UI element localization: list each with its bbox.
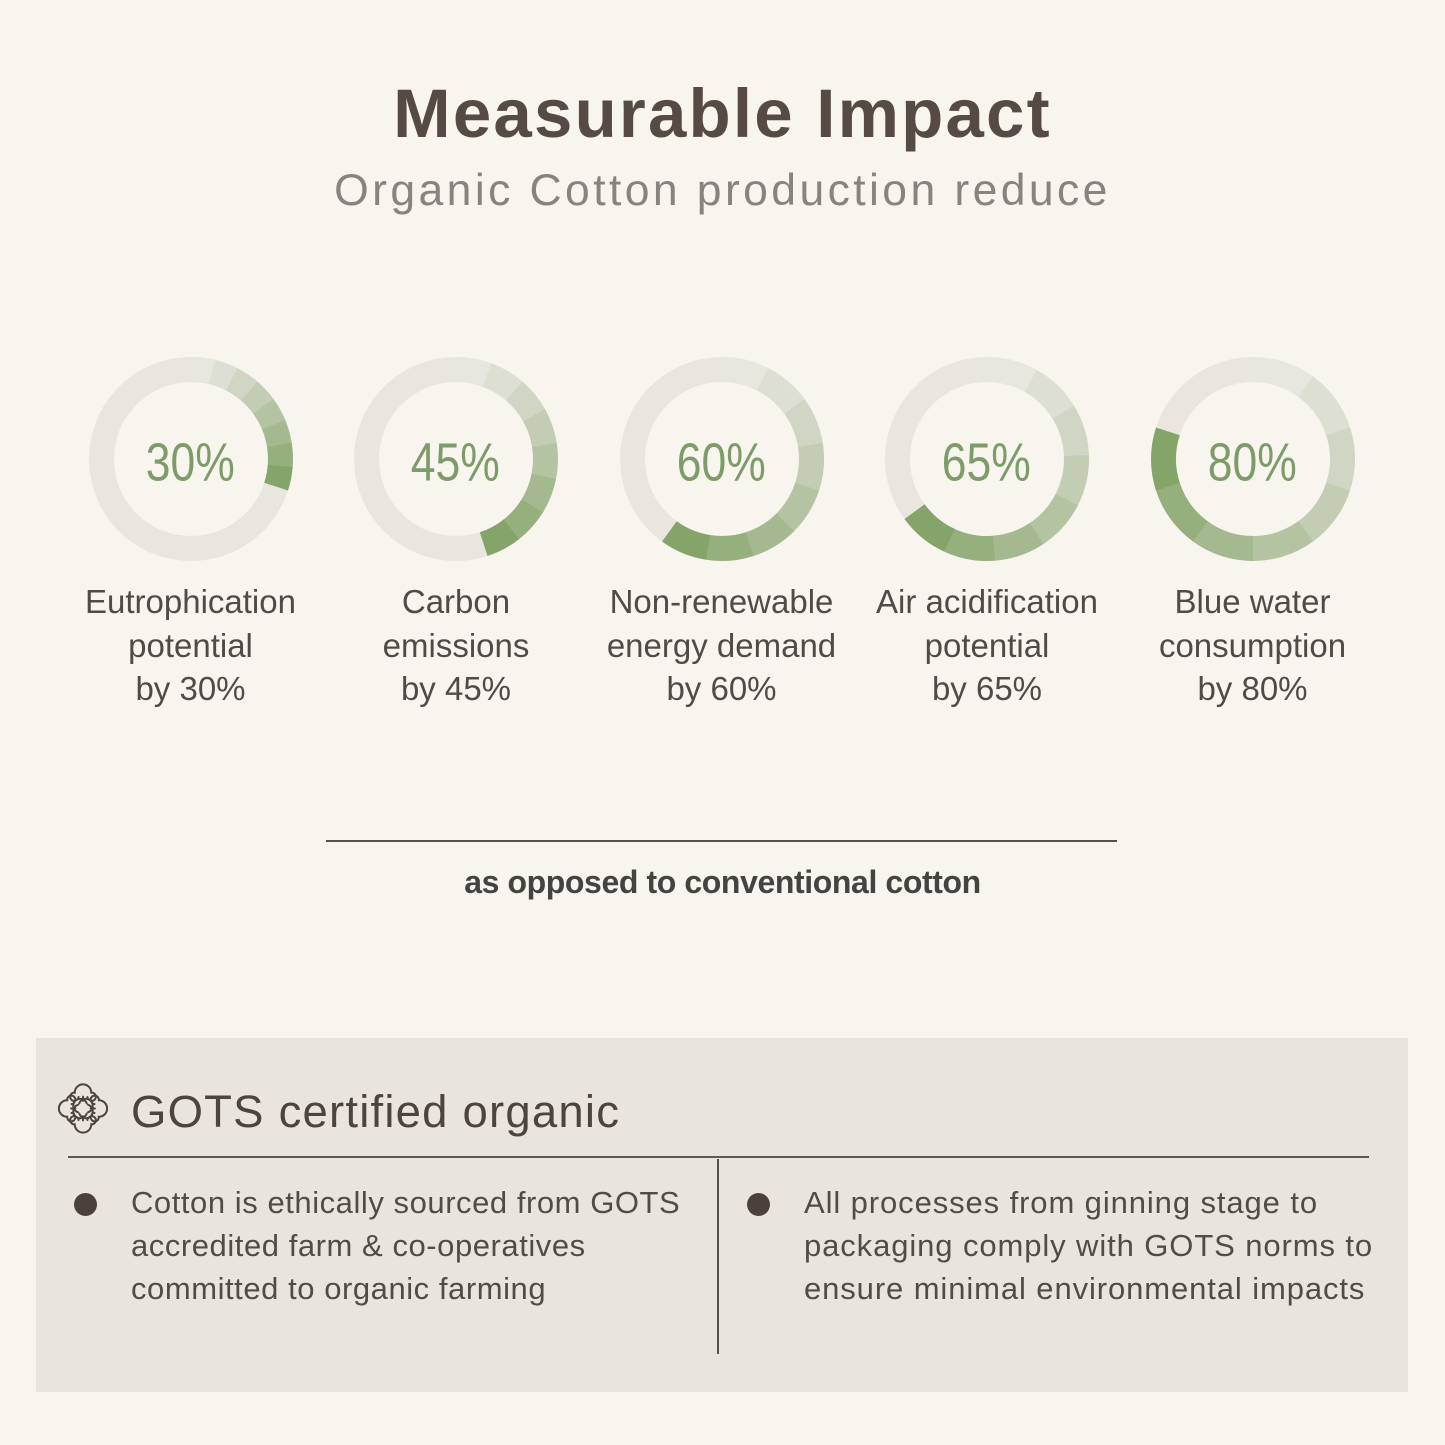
svg-text:45%: 45% (411, 433, 500, 493)
svg-text:80%: 80% (1207, 433, 1296, 493)
svg-text:65%: 65% (942, 433, 1031, 493)
svg-text:30%: 30% (145, 433, 234, 493)
svg-text:60%: 60% (676, 433, 765, 493)
